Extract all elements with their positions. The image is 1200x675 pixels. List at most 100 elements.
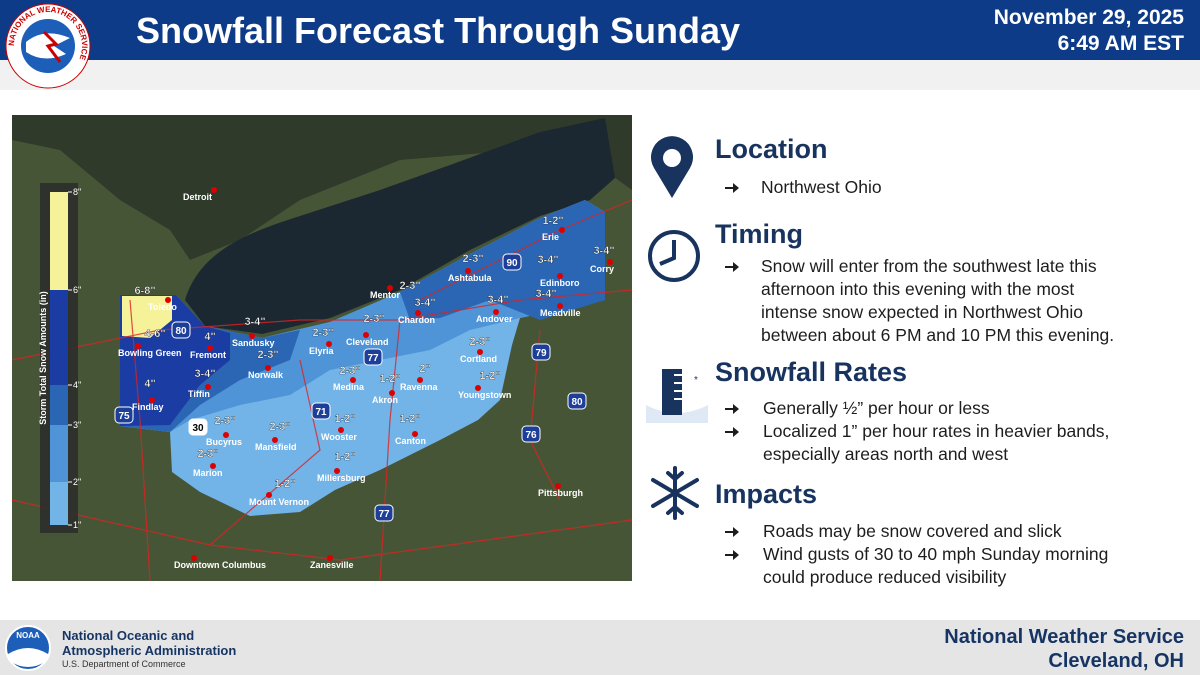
city-dot [412,431,418,437]
city-label: Norwalk [248,370,284,380]
city-label: Bucyrus [206,437,242,447]
city-dot [477,349,483,355]
snow-amount: 2" [419,363,430,375]
section-text: intense snow expected in Northwest Ohio [761,302,1083,322]
snow-amount: 3-4" [537,254,558,266]
highway-label: 75 [118,411,130,422]
highway-shield [502,253,522,271]
agency-line1: National Oceanic and [62,628,195,643]
snow-amount: 3-4" [194,368,215,380]
city-label: Detroit [183,192,212,202]
snow-amount: 4" [204,331,215,343]
snow-amount: 2-3" [312,327,333,339]
city-label: Elyria [309,346,335,356]
city-dot [272,437,278,443]
svg-text:*: * [694,375,698,386]
city-dot [559,227,565,233]
highway-label: 30 [192,423,204,434]
city-label: Chardon [398,315,435,325]
highway-label: 80 [175,326,187,337]
header-strip [0,60,1200,90]
city-dot [493,309,499,315]
city-dot [327,555,333,561]
snow-amount: 3-4" [593,245,614,257]
office-line1: National Weather Service [944,626,1184,648]
bullet-text: especially areas north and west [763,444,1009,464]
section-heading: Snowfall Rates [715,357,908,387]
city-label: Mentor [370,290,400,300]
snow-amount: 1-2" [479,370,500,382]
section-text: between about 6 PM and 10 PM this evenin… [761,325,1115,345]
city-label: Ashtabula [448,273,493,283]
snowflake-icon [651,466,699,520]
city-label: Zanesville [310,560,354,570]
noaa-logo: NOAA [5,625,51,671]
city-label: Edinboro [540,278,580,288]
city-dot [415,310,421,316]
city-dot [350,377,356,383]
time: 6:49 AM EST [1057,32,1184,55]
city-label: Downtown Columbus [174,560,266,570]
ruler-icon: * [646,369,708,423]
bullet-text: Wind gusts of 30 to 40 mph Sunday mornin… [763,544,1109,564]
highway-label: 90 [506,258,518,269]
title: Snowfall Forecast Through Sunday [136,10,741,51]
city-label: Erie [542,232,559,242]
snow-amount: 1-2" [334,413,355,425]
city-dot [223,432,229,438]
highway-shield [374,504,394,522]
snow-amount: 6-8" [134,285,155,297]
highway-shield [188,418,208,436]
snow-amount: 1-2" [334,451,355,463]
city-dot [417,377,423,383]
city-label: Sandusky [232,338,275,348]
bullet-arrow [725,550,739,560]
snow-amount: 2-3" [269,421,290,433]
section-text: afternoon into this evening with the mos… [761,279,1075,299]
city-label: Andover [476,314,513,324]
city-dot [249,333,255,339]
snow-amount: 1-2" [399,413,420,425]
city-dot [475,385,481,391]
section-heading: Impacts [715,479,818,509]
city-label: Millersburg [317,473,366,483]
highway-label: 77 [367,353,379,364]
city-label: Pittsburgh [538,488,583,498]
city-label: Youngstown [458,390,511,400]
noaa-text: NOAA [16,631,40,640]
city-dot [387,285,393,291]
city-dot [607,259,613,265]
city-label: Cleveland [346,337,389,347]
date: November 29, 2025 [993,6,1184,29]
snow-area-6to8 [122,296,172,338]
snow-amount: 3-4" [244,316,265,328]
legend-tick-label: 4" [73,380,81,390]
highway-label: 77 [378,509,390,520]
highway-shield [171,321,191,339]
city-label: Tiffin [188,389,210,399]
section-heading: Location [715,134,828,164]
city-dot [165,297,171,303]
city-dot [338,427,344,433]
city-label: Marion [193,468,223,478]
highway-shield [521,425,541,443]
highway-shield [531,343,551,361]
city-dot [334,468,340,474]
city-dot [326,341,332,347]
snow-amount: 1-2" [379,373,400,385]
city-label: Mansfield [255,442,297,452]
city-label: Bowling Green [118,348,182,358]
lake-erie [185,118,615,334]
snow-amount: 2-3" [339,365,360,377]
bullet-text: could produce reduced visibility [763,567,1007,587]
bullet-arrow [725,183,739,193]
snow-amount: 4" [144,378,155,390]
bullet-text: Generally ½” per hour or less [763,398,990,418]
nws-logo: NATIONAL WEATHER SERVICE [5,3,91,89]
city-label: Ravenna [400,382,439,392]
highway-shield [311,402,331,420]
footer-bar [0,620,1200,675]
bullet-arrow [725,262,739,272]
city-dot [389,390,395,396]
city-dot [149,397,155,403]
